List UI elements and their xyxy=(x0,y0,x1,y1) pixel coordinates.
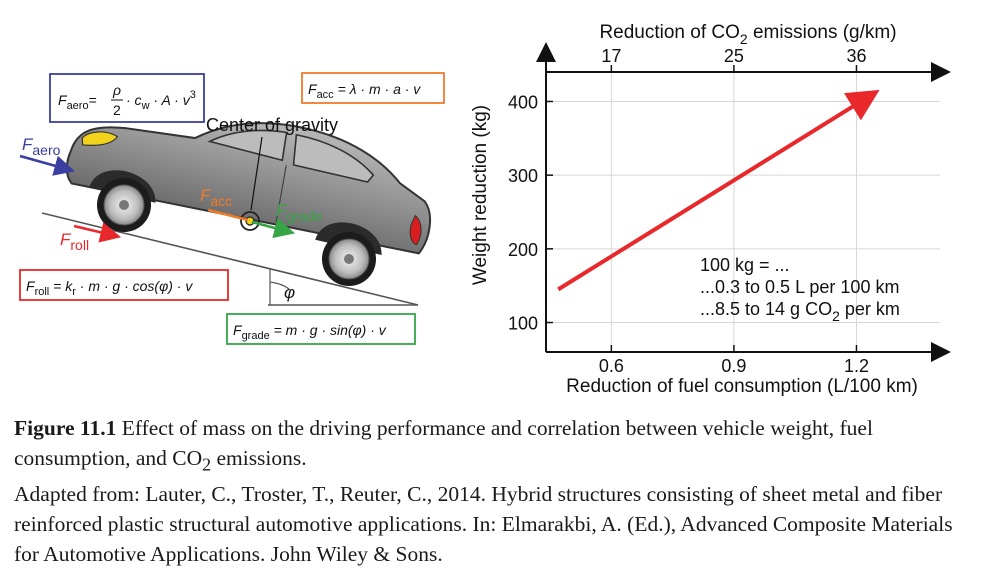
top-tick-label: 25 xyxy=(724,46,744,66)
weight-reduction-chart: 0.6 17 0.9 25 1.2 36 100 200 300 400 Reduction of… xyxy=(470,22,951,397)
y-tick-label: 200 xyxy=(508,240,538,260)
annotation-line1: 100 kg = ... xyxy=(700,255,790,275)
aero-formula-den: 2 xyxy=(113,102,121,118)
top-axis-title: Reduction of CO2 emissions (g/km) xyxy=(599,22,896,47)
x-axis-title: Reduction of fuel consumption (L/100 km) xyxy=(566,376,918,397)
acc-force-arrow xyxy=(207,208,249,222)
grade-formula-box xyxy=(226,313,416,345)
aero-formula-rest: · cw · A · v3 xyxy=(126,89,196,112)
roll-force-arrow xyxy=(73,222,122,243)
x-tick-label: 0.6 xyxy=(599,356,624,376)
chart-series xyxy=(557,89,880,292)
top-tick-label: 17 xyxy=(601,46,621,66)
roll-label: Froll xyxy=(60,230,89,253)
car-diagram: Faero Facc Fgrade Froll Center of gravit… xyxy=(19,72,445,345)
figure-caption: Figure 11.1 Effect of mass on the drivin… xyxy=(14,413,969,569)
rear-wheel xyxy=(322,232,376,286)
caption-source: Adapted from: Lauter, C., Troster, T., R… xyxy=(14,482,953,567)
angle-label: φ xyxy=(284,283,295,302)
aero-formula-num: ρ xyxy=(112,82,121,98)
angle-arc xyxy=(269,281,291,291)
caption-text: Effect of mass on the driving performanc… xyxy=(14,416,873,470)
caption-subscript: 2 xyxy=(202,454,212,475)
y-tick-label: 100 xyxy=(508,314,538,334)
aero-formula: Faero= xyxy=(58,92,97,112)
grade-formula: Fgrade = m · g · sin(φ) · v xyxy=(233,322,387,342)
series-line xyxy=(557,89,880,292)
acc-formula-box xyxy=(301,72,445,104)
figure-label: Figure 11.1 xyxy=(14,416,117,440)
aero-formula-box xyxy=(49,73,205,123)
aero-label: Faero xyxy=(22,135,61,158)
figure-illustration: Faero Facc Fgrade Froll Center of gravit… xyxy=(19,22,951,397)
roll-formula: Froll = kr · m · g · cos(φ) · v xyxy=(26,278,193,298)
y-axis-title: Weight reduction (kg) xyxy=(470,105,491,285)
annotation-line3: ...8.5 to 14 g CO2 per km xyxy=(700,299,900,324)
annotation-line2: ...0.3 to 0.5 L per 100 km xyxy=(700,277,899,297)
cog-pointer xyxy=(250,136,263,211)
front-wheel xyxy=(97,178,151,232)
chart-ticks: 0.6 17 0.9 25 1.2 36 100 200 300 400 xyxy=(508,46,869,376)
acc-label: Facc xyxy=(200,186,232,209)
grade-label: Fgrade xyxy=(276,201,322,224)
y-tick-label: 300 xyxy=(508,166,538,186)
caption-tail: emissions. xyxy=(211,446,307,470)
center-of-gravity-label: Center of gravity xyxy=(206,115,338,135)
roll-formula-box xyxy=(19,269,229,301)
top-tick-label: 36 xyxy=(846,46,866,66)
grade-force-arrow xyxy=(251,217,296,239)
y-tick-label: 400 xyxy=(508,92,538,112)
x-tick-label: 1.2 xyxy=(844,356,869,376)
caption-main: Figure 11.1 Effect of mass on the drivin… xyxy=(14,413,969,479)
aero-force-arrow xyxy=(19,154,76,176)
acc-formula: Facc = λ · m · a · v xyxy=(308,81,421,101)
x-tick-label: 0.9 xyxy=(721,356,746,376)
